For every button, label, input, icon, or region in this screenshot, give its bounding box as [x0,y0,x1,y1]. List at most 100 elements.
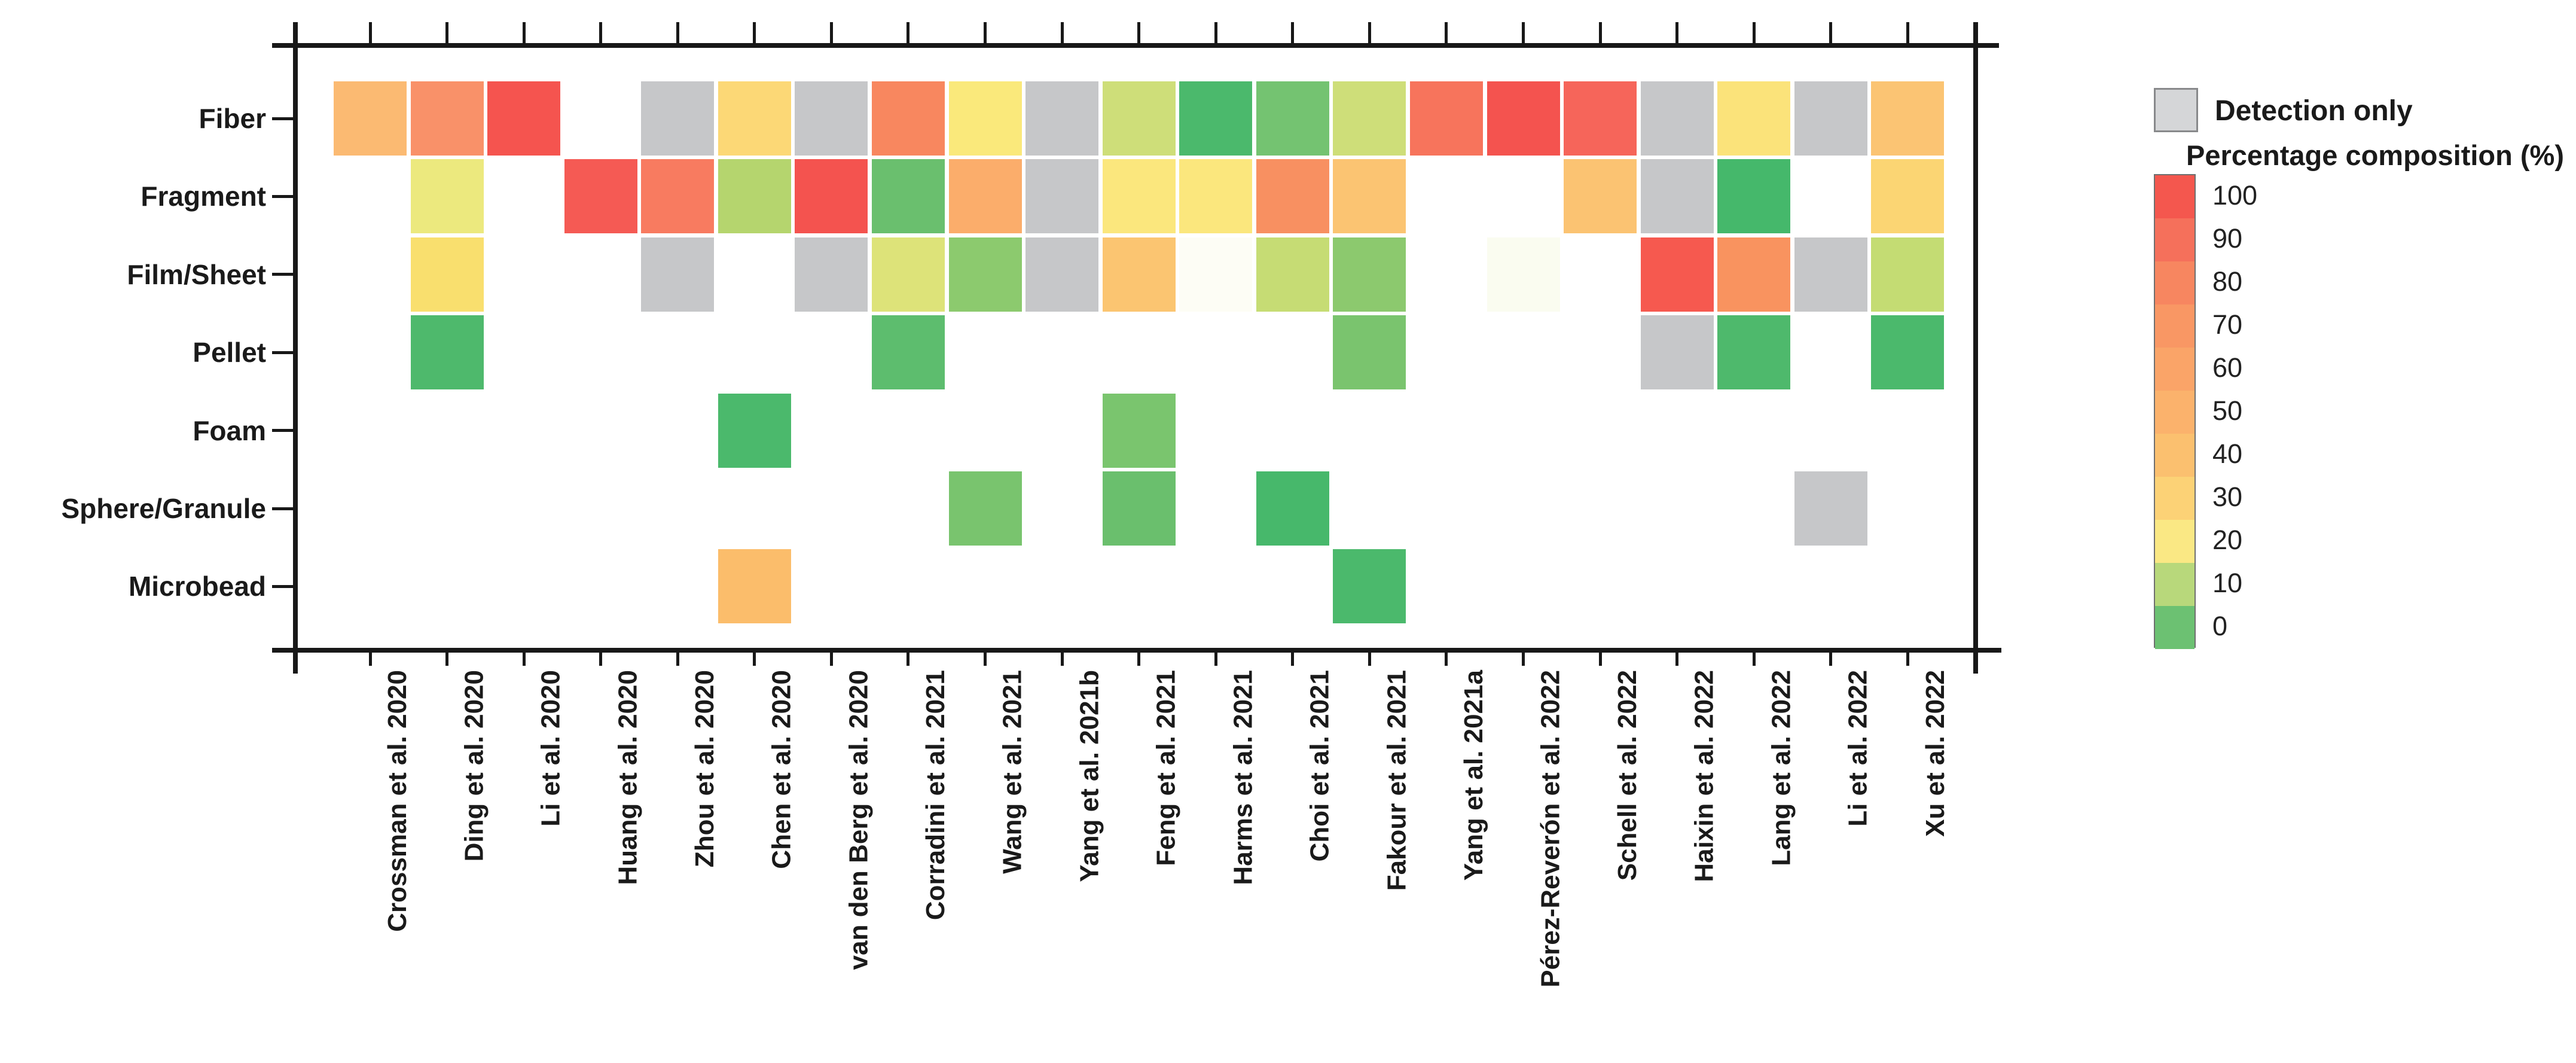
heatmap-cell [1102,393,1176,468]
x-axis-tick-top [1445,22,1448,43]
heatmap-cell [1487,237,1560,312]
x-axis-tick-top [599,22,603,43]
detection-only-label: Detection only [2215,95,2413,127]
x-axis-tick-top [368,22,372,43]
column-label: Wang et al. 2021 [997,670,1027,874]
colorbar-segment [2155,304,2195,348]
column-label: Chen et al. 2020 [767,670,796,869]
x-axis-tick-top [1214,22,1217,43]
x-axis-tick-bottom [445,653,449,666]
x-axis-tick-bottom [1598,653,1602,666]
heatmap-cell [641,81,715,156]
heatmap-cell [1794,237,1867,312]
colorbar-segment [2155,563,2195,606]
heatmap-cell [1794,81,1867,156]
x-axis-tick-bottom [676,653,679,666]
colorbar [2154,174,2196,649]
column-label: Lang et al. 2022 [1766,670,1796,866]
heatmap-cell [718,393,791,468]
x-axis-tick-bottom [1522,653,1525,666]
heatmap-cell [641,159,715,234]
heatmap-cell [1409,81,1483,156]
colorbar-segment [2155,391,2195,434]
x-axis-top-line [272,43,1999,48]
heatmap-cell [1333,237,1406,312]
heatmap-cell [1564,159,1637,234]
y-axis-tick [272,351,293,354]
heatmap-cell [1333,81,1406,156]
heatmap-cell [410,159,484,234]
colorbar-tick-label: 20 [2212,525,2243,555]
column-label: Harms et al. 2021 [1228,670,1258,885]
column-label: Schell et al. 2022 [1613,670,1643,881]
heatmap-cell [1256,159,1329,234]
x-axis-tick-bottom [829,653,833,666]
colorbar-tick-label: 80 [2212,266,2243,297]
x-axis-tick-bottom [599,653,603,666]
x-axis-tick-top [907,22,910,43]
heatmap-cell [1871,81,1945,156]
column-label: Fakour et al. 2021 [1382,670,1412,891]
heatmap-cell [1640,315,1714,390]
heatmap-cell [1256,237,1329,312]
colorbar-segment [2155,606,2195,649]
x-axis-tick-top [1522,22,1525,43]
heatmap-cell [1871,237,1945,312]
colorbar-segment [2155,520,2195,563]
x-axis-tick-top [984,22,987,43]
heatmap-cell [410,81,484,156]
column-label: Choi et al. 2021 [1305,670,1335,862]
x-axis-tick-top [522,22,526,43]
x-axis-tick-top [1675,22,1679,43]
y-axis-right-line [1973,22,1978,674]
heatmap-cell [948,471,1022,546]
heatmap-cell [1487,81,1560,156]
x-axis-tick-top [1060,22,1064,43]
colorbar-segment [2155,261,2195,304]
column-label: Yang et al. 2021a [1458,670,1488,881]
x-axis-tick-top [676,22,679,43]
heatmap-cell [1640,237,1714,312]
colorbar-tick-label: 70 [2212,309,2243,340]
colorbar-segment [2155,218,2195,261]
y-axis-tick [272,273,293,276]
heatmap-cell [1794,471,1867,546]
x-axis-tick-bottom [1291,653,1295,666]
x-axis-tick-top [1906,22,1909,43]
x-axis-tick-bottom [1906,653,1909,666]
colorbar-tick-label: 10 [2212,568,2243,598]
x-axis-tick-top [1598,22,1602,43]
x-axis-tick-bottom [1214,653,1217,666]
x-axis-tick-top [1829,22,1833,43]
heatmap-cell [718,159,791,234]
x-axis-tick-bottom [984,653,987,666]
x-axis-tick-top [1368,22,1371,43]
x-axis-tick-bottom [1445,653,1448,666]
heatmap-cell [1333,159,1406,234]
heatmap-cell [1179,81,1253,156]
heatmap-cell [871,81,945,156]
column-label: Zhou et al. 2020 [690,670,720,868]
column-label: Li et al. 2022 [1843,670,1873,827]
colorbar-segment [2155,348,2195,391]
heatmap-cell [410,315,484,390]
heatmap-cell [1179,237,1253,312]
heatmap-cell [1179,159,1253,234]
x-axis-tick-bottom [1368,653,1371,666]
row-label: Fiber [199,103,266,134]
detection-only-swatch [2154,88,2198,132]
y-axis-left-line [293,22,298,674]
colorbar-tick-label: 60 [2212,352,2243,383]
heatmap-cell [1102,471,1176,546]
colorbar-segment [2155,477,2195,520]
heatmap-cell [1256,471,1329,546]
row-label: Foam [193,415,266,446]
column-label: Ding et al. 2020 [459,670,489,862]
column-label: Huang et al. 2020 [613,670,643,885]
y-axis-tick [272,117,293,120]
heatmap-cell [871,159,945,234]
column-label: van den Berg et al. 2020 [844,670,874,970]
y-axis-tick [272,584,293,588]
